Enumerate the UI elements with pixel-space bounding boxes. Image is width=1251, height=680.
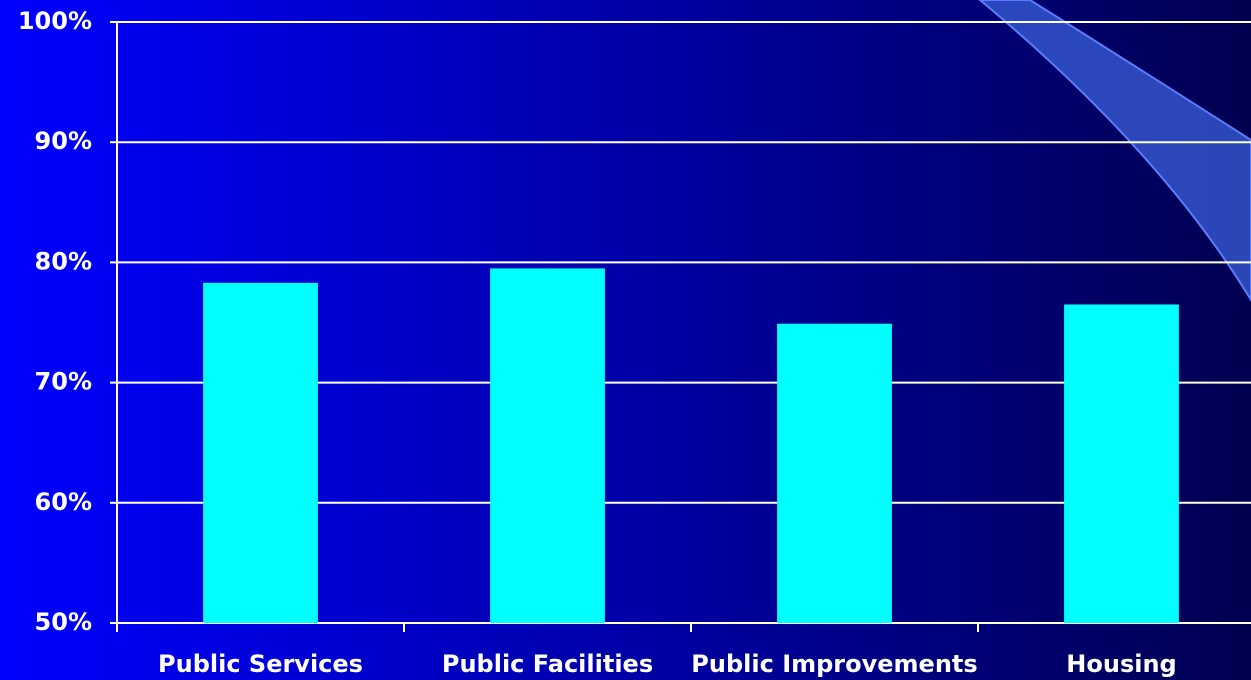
y-tick-label: 50% bbox=[35, 608, 92, 636]
y-tick-label: 60% bbox=[35, 488, 92, 516]
bar bbox=[777, 323, 892, 623]
y-tick-label: 80% bbox=[35, 247, 92, 275]
y-tick-label: 90% bbox=[35, 127, 92, 155]
x-tick-label: Housing bbox=[1066, 650, 1176, 678]
bar bbox=[203, 282, 318, 623]
bar bbox=[1064, 304, 1179, 623]
x-tick-label: Public Facilities bbox=[442, 650, 653, 678]
bar bbox=[490, 268, 605, 623]
y-tick-label: 100% bbox=[18, 7, 92, 35]
y-tick-label: 70% bbox=[35, 368, 92, 396]
x-tick-label: Public Services bbox=[158, 650, 363, 678]
x-tick-label: Public Improvements bbox=[691, 650, 977, 678]
